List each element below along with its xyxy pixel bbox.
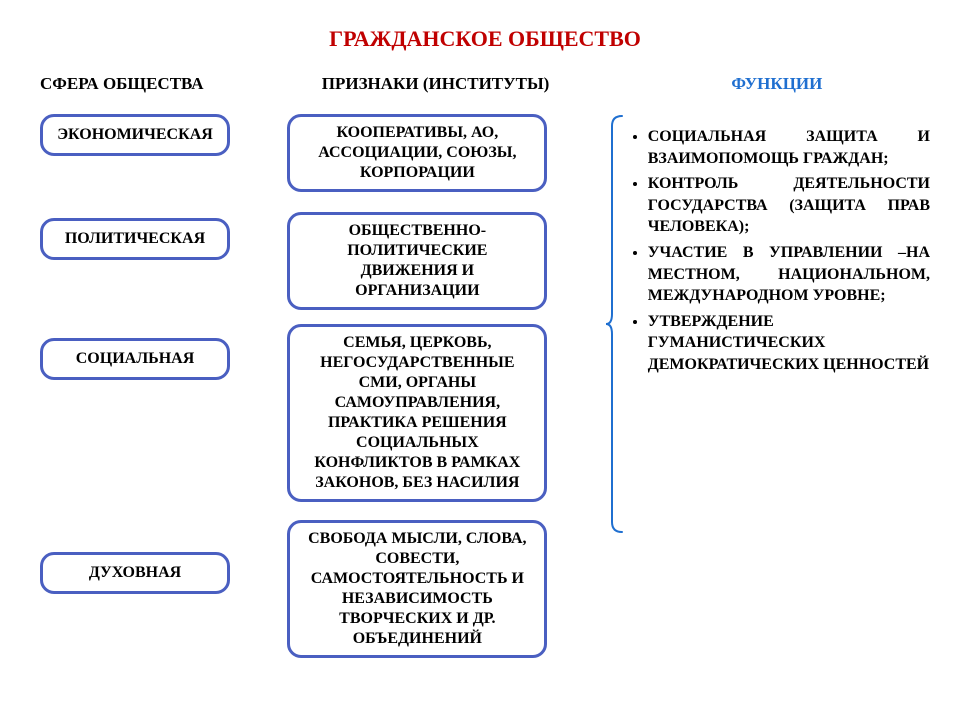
feature-pill-0: КООПЕРАТИВЫ, АО, АССОЦИАЦИИ, СОЮЗЫ, КОРП… [287,114,547,192]
sphere-pill-2: СОЦИАЛЬНАЯ [40,338,230,380]
features-list: КООПЕРАТИВЫ, АО, АССОЦИАЦИИ, СОЮЗЫ, КОРП… [287,114,583,658]
main-title: ГРАЖДАНСКОЕ ОБЩЕСТВО [40,26,930,52]
columns-row: СФЕРА ОБЩЕСТВА ЭКОНОМИЧЕСКАЯ ПОЛИТИЧЕСКАЯ… [40,74,930,658]
functions-header: ФУНКЦИИ [624,74,930,96]
column-features: ПРИЗНАКИ (ИНСТИТУТЫ) КООПЕРАТИВЫ, АО, АС… [287,74,583,658]
feature-pill-2: СЕМЬЯ, ЦЕРКОВЬ, НЕГОСУДАРСТВЕННЫЕ СМИ, О… [287,324,547,502]
page-root: ГРАЖДАНСКОЕ ОБЩЕСТВО СФЕРА ОБЩЕСТВА ЭКОН… [0,0,960,720]
sphere-list: ЭКОНОМИЧЕСКАЯ ПОЛИТИЧЕСКАЯ СОЦИАЛЬНАЯ ДУХОВ… [40,114,257,594]
feature-pill-3: СВОБОДА МЫСЛИ, СЛОВА, СОВЕСТИ, САМОСТОЯТ… [287,520,547,658]
functions-list: СОЦИАЛЬНАЯ ЗАЩИТА И ВЗАИМОПОМОЩЬ ГРАЖДАН… [624,126,930,380]
sphere-header: СФЕРА ОБЩЕСТВА [40,74,257,96]
sphere-pill-0: ЭКОНОМИЧЕСКАЯ [40,114,230,156]
bracket-icon [606,114,624,534]
sphere-pill-1: ПОЛИТИЧЕСКАЯ [40,218,230,260]
features-header: ПРИЗНАКИ (ИНСТИТУТЫ) [287,74,583,96]
function-item-2: УЧАСТИЕ В УПРАВЛЕНИИ –НА МЕСТНОМ, НАЦИОН… [648,242,930,307]
column-functions: ФУНКЦИИ СОЦИАЛЬНАЯ ЗАЩИТА И ВЗАИМОПОМОЩЬ… [624,74,930,380]
function-item-3: УТВЕРЖДЕНИЕ ГУМАНИСТИЧЕСКИХ ДЕМОКРАТИЧЕС… [648,311,930,376]
function-item-1: КОНТРОЛЬ ДЕЯТЕЛЬНОСТИ ГОСУДАРСТВА (ЗАЩИТ… [648,173,930,238]
sphere-pill-3: ДУХОВНАЯ [40,552,230,594]
column-sphere: СФЕРА ОБЩЕСТВА ЭКОНОМИЧЕСКАЯ ПОЛИТИЧЕСКАЯ… [40,74,257,594]
function-item-0: СОЦИАЛЬНАЯ ЗАЩИТА И ВЗАИМОПОМОЩЬ ГРАЖДАН… [648,126,930,169]
feature-pill-1: ОБЩЕСТВЕННО-ПОЛИТИЧЕСКИЕ ДВИЖЕНИЯ И ОРГА… [287,212,547,310]
